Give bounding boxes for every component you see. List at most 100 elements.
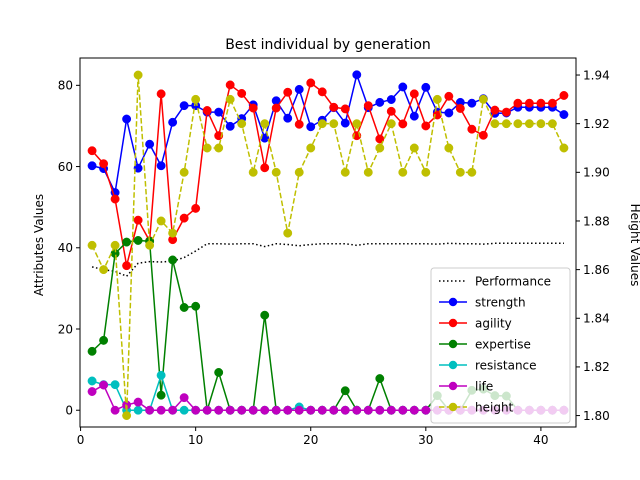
data-point-height <box>375 143 385 153</box>
data-point-strength <box>340 118 350 128</box>
data-point-agility <box>547 98 557 108</box>
data-point-life <box>340 405 350 415</box>
legend-entry-strength: strength <box>439 295 526 309</box>
data-point-height <box>513 119 523 129</box>
data-point-life <box>202 405 212 415</box>
data-point-expertise <box>375 374 385 383</box>
data-point-agility <box>524 98 534 108</box>
data-point-strength <box>559 110 569 120</box>
data-point-strength <box>145 139 155 149</box>
data-point-strength <box>467 98 477 108</box>
x-tick-label: 20 <box>303 433 318 447</box>
legend-label: life <box>475 379 493 393</box>
legend-entry-height: height <box>439 400 514 414</box>
series-performance <box>91 242 564 277</box>
data-point-agility <box>156 89 166 99</box>
data-point-agility <box>386 106 396 116</box>
legend-entry-performance: Performance <box>439 274 551 288</box>
data-point-expertise <box>340 386 350 396</box>
data-point-strength <box>225 121 235 131</box>
data-point-height <box>432 94 442 104</box>
x-tick-label: 40 <box>533 433 548 447</box>
data-point-height <box>444 143 454 153</box>
data-point-life <box>271 405 281 415</box>
data-point-agility <box>363 101 373 111</box>
data-point-height <box>547 119 557 129</box>
data-point-strength <box>122 114 132 124</box>
data-point-agility <box>375 134 385 144</box>
data-point-agility <box>467 124 477 134</box>
data-point-agility <box>329 102 339 112</box>
data-point-strength <box>352 70 362 80</box>
data-point-life <box>283 405 293 415</box>
data-point-height <box>133 70 143 80</box>
data-point-agility <box>191 203 201 213</box>
data-point-strength <box>386 95 396 105</box>
data-point-expertise <box>156 390 166 400</box>
data-point-life <box>225 405 235 415</box>
y-right-tick-label: 1.90 <box>583 166 610 180</box>
data-point-agility <box>271 103 281 113</box>
legend-label: Performance <box>475 274 551 288</box>
axes: 0 10 20 30 40 0 20 40 60 80 1.80 1.82 1.84 1.86 1.88 1.… <box>58 57 610 447</box>
data-point-height <box>455 167 465 177</box>
y-left-tick-label: 0 <box>65 404 73 418</box>
data-point-resistance <box>87 376 97 386</box>
data-point-agility <box>340 104 350 114</box>
data-point-life <box>168 405 178 415</box>
legend-label: height <box>475 400 514 414</box>
data-point-life <box>421 405 431 415</box>
data-point-life <box>133 397 143 407</box>
data-point-agility <box>536 98 546 108</box>
data-point-agility <box>110 194 120 204</box>
data-point-strength <box>409 111 419 121</box>
data-point-agility <box>202 106 212 115</box>
data-point-life <box>306 405 316 415</box>
data-point-life <box>409 405 419 415</box>
data-point-height <box>536 119 546 129</box>
data-point-height <box>363 167 373 177</box>
data-point-life <box>191 405 201 415</box>
data-point-height <box>122 411 132 421</box>
data-point-strength <box>133 163 143 173</box>
legend-label: expertise <box>475 337 531 351</box>
data-point-agility <box>179 213 189 223</box>
data-point-height <box>340 167 350 177</box>
x-tick-label: 0 <box>77 433 85 447</box>
data-point-height <box>501 119 511 129</box>
data-point-height <box>248 167 258 177</box>
legend-marker <box>448 339 458 349</box>
data-point-strength <box>179 101 189 111</box>
y-left-tick-label: 40 <box>58 241 73 255</box>
y-right-tick-label: 1.84 <box>583 312 610 326</box>
series-line-performance <box>91 242 564 277</box>
data-point-life <box>260 405 270 415</box>
legend-entry-expertise: expertise <box>439 337 531 351</box>
y-right-tick-label: 1.82 <box>583 360 610 374</box>
data-point-agility <box>294 119 304 129</box>
data-point-resistance <box>179 405 189 415</box>
data-point-agility <box>306 78 316 88</box>
data-point-height <box>398 167 408 177</box>
legend-marker <box>448 297 458 307</box>
data-point-resistance <box>133 405 143 415</box>
data-point-expertise <box>168 255 178 265</box>
data-point-height <box>99 265 109 275</box>
data-point-strength <box>260 133 270 143</box>
data-point-life <box>317 405 327 415</box>
data-point-strength <box>306 122 316 132</box>
data-point-resistance <box>156 370 166 380</box>
data-point-expertise <box>99 335 109 345</box>
data-point-expertise <box>260 310 270 320</box>
y-right-tick-label: 1.92 <box>583 117 610 131</box>
data-point-height <box>271 167 281 177</box>
data-point-life <box>386 405 396 415</box>
x-tick-label: 10 <box>188 433 203 447</box>
data-point-height <box>329 119 339 129</box>
data-point-agility <box>490 105 500 115</box>
data-point-expertise <box>87 346 97 356</box>
y-axis-right-label: Height Values <box>628 204 640 287</box>
data-point-height <box>421 167 431 177</box>
data-point-strength <box>214 107 224 117</box>
